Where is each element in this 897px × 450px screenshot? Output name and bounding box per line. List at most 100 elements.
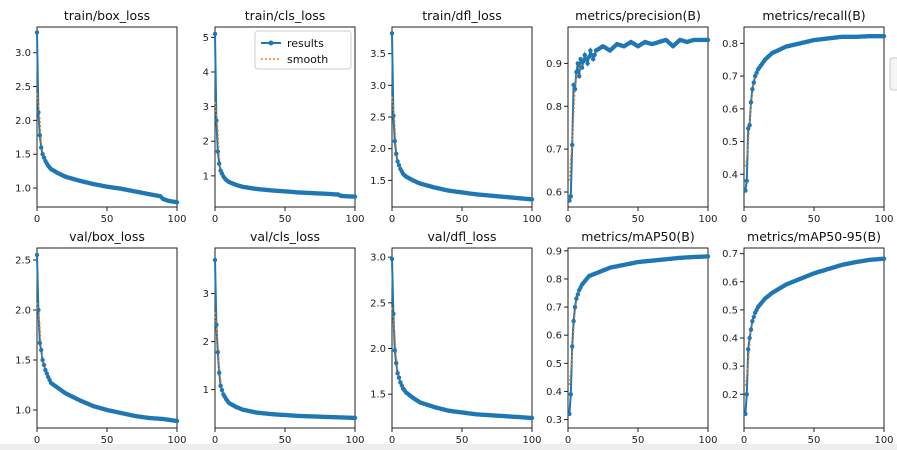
data-point [743, 411, 748, 417]
data-point [392, 348, 397, 353]
subplot-title: train/box_loss [64, 8, 150, 23]
y-tick-label: 4 [203, 68, 209, 79]
x-tick-label: 0 [34, 214, 40, 225]
data-point [748, 100, 754, 105]
y-tick-label: 0.7 [722, 249, 738, 260]
data-point [41, 155, 47, 160]
x-tick-label: 50 [632, 214, 645, 225]
y-tick-label: 1.5 [15, 356, 31, 367]
data-point [753, 73, 758, 79]
subplot-train-box-loss: train/box_loss 1.0 1.5 2.0 2.5 3.0 0 50 100 [15, 8, 186, 225]
y-tick-label: 3.0 [370, 253, 386, 264]
data-point [881, 256, 887, 261]
y-tick-label: 0.5 [722, 137, 738, 148]
x-tick-label: 100 [167, 214, 186, 225]
data-point [746, 126, 751, 131]
x-tick-label: 0 [741, 214, 747, 225]
x-tick-label: 0 [741, 435, 747, 446]
data-point [744, 392, 749, 397]
data-point [575, 61, 580, 66]
data-point [212, 31, 218, 37]
data-point [217, 370, 222, 375]
data-point [396, 163, 402, 168]
subplot-metrics-precision-b: metrics/precision(B) 0.6 0.7 0.8 0.9 0 50 100 [546, 8, 717, 225]
y-tick-label: 0.4 [546, 387, 562, 398]
data-point [217, 161, 222, 166]
data-point [568, 194, 573, 199]
data-point [585, 61, 590, 66]
data-point [571, 318, 576, 324]
y-tick-label: 0.5 [722, 305, 738, 316]
data-point [34, 30, 40, 35]
y-tick-label: 1.5 [15, 150, 31, 161]
x-tick-label: 100 [698, 435, 717, 446]
y-tick-label: 2 [203, 337, 209, 348]
y-tick-label: 0.3 [546, 415, 562, 426]
y-tick-label: 0.6 [546, 188, 562, 199]
legend-results-label: results [287, 37, 324, 50]
data-point [39, 347, 44, 353]
x-tick-label: 50 [808, 214, 821, 225]
data-point [570, 142, 575, 148]
y-tick-label: 0.4 [722, 334, 738, 345]
x-tick-label: 100 [167, 435, 186, 446]
data-point [36, 307, 41, 313]
data-point [705, 254, 711, 259]
x-tick-label: 50 [456, 435, 469, 446]
data-point [43, 367, 48, 373]
data-point [529, 197, 535, 202]
data-point [574, 296, 579, 301]
x-tick-label: 100 [345, 214, 364, 225]
data-point [577, 74, 582, 79]
subplot-title: train/cls_loss [245, 8, 326, 23]
subplot-metrics-recall-b: metrics/recall(B) 0.4 0.5 0.6 0.7 0.8 0 50 100 [722, 8, 893, 225]
y-tick-label: 2.5 [370, 113, 386, 124]
subplot-val-cls-loss: val/cls_loss 1 2 3 0 50 100 [203, 229, 365, 446]
scrollbar-thumb[interactable] [889, 57, 897, 91]
data-point [881, 34, 887, 39]
x-tick-label: 0 [212, 435, 218, 446]
y-tick-label: 0.7 [722, 72, 738, 83]
data-point [396, 375, 402, 380]
data-point [582, 52, 587, 58]
data-point [219, 387, 225, 393]
data-point [747, 335, 752, 341]
x-tick-label: 0 [389, 214, 395, 225]
y-tick-label: 0.9 [546, 246, 562, 257]
data-point [215, 149, 220, 154]
subplot-title: val/box_loss [69, 229, 145, 244]
data-point [571, 82, 576, 88]
data-point [39, 145, 44, 150]
y-tick-label: 3.5 [370, 49, 386, 60]
data-point [37, 340, 42, 346]
y-tick-label: 0.8 [546, 102, 562, 113]
data-point [44, 371, 49, 376]
y-tick-label: 1 [203, 171, 209, 182]
data-point [591, 56, 596, 62]
data-point [572, 86, 578, 92]
data-point [395, 371, 400, 376]
y-tick-label: 0.6 [722, 277, 738, 288]
data-point [750, 87, 755, 92]
data-point [747, 123, 752, 128]
data-point [215, 350, 220, 355]
data-point [750, 318, 755, 324]
y-tick-label: 1.5 [370, 176, 386, 187]
y-tick-label: 1.5 [370, 390, 386, 401]
y-tick-label: 0.7 [546, 303, 562, 314]
x-tick-label: 100 [698, 214, 717, 225]
subplot-title: val/cls_loss [250, 229, 320, 244]
x-tick-label: 50 [279, 435, 292, 446]
x-tick-label: 0 [34, 435, 40, 446]
data-point [214, 118, 219, 123]
y-tick-label: 3 [203, 102, 209, 113]
subplot-metrics-map50-b: metrics/mAP50(B) 0.3 0.4 0.5 0.6 0.7 0.8 0.9 0 50… [546, 229, 717, 446]
data-point [41, 362, 47, 368]
y-tick-label: 0.2 [722, 390, 738, 401]
data-point [568, 392, 573, 397]
data-point [394, 360, 399, 366]
data-point [575, 292, 580, 297]
data-point [174, 200, 180, 205]
x-tick-label: 0 [565, 435, 571, 446]
y-tick-label: 0.5 [546, 359, 562, 370]
